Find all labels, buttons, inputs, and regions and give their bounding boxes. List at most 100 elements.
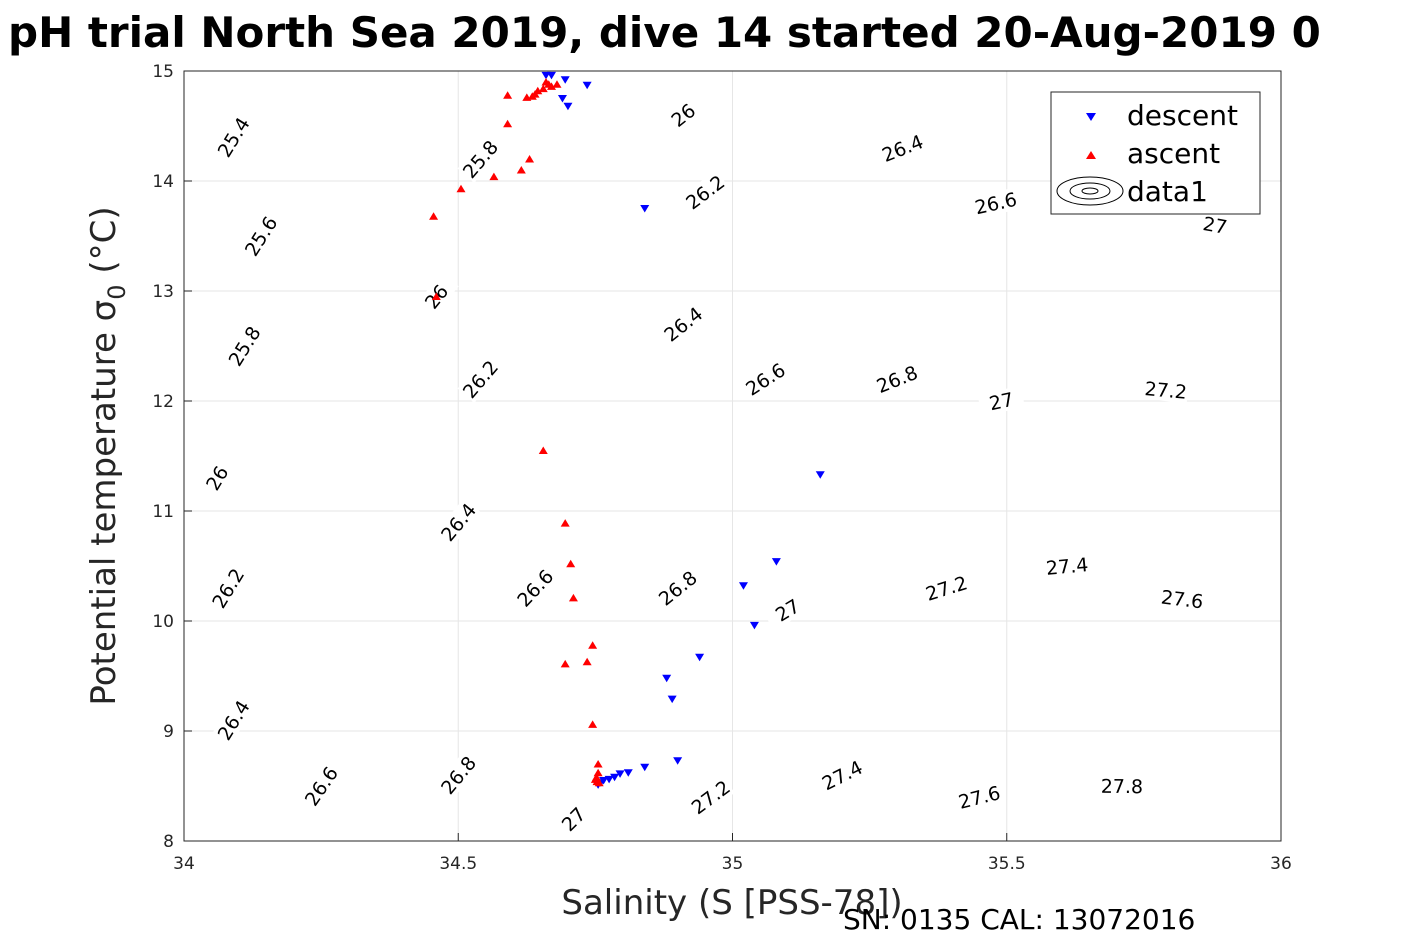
y-tick-label: 8 <box>163 832 174 852</box>
point-descent <box>640 205 650 213</box>
point-ascent <box>552 80 562 88</box>
point-descent <box>557 95 567 103</box>
point-ascent <box>522 93 532 101</box>
contour-label-bg <box>872 360 922 398</box>
x-tick-label: 34.5 <box>439 854 477 874</box>
point-descent <box>673 757 683 765</box>
x-tick-label: 35 <box>722 854 744 874</box>
contour-label-bg <box>659 92 708 138</box>
x-axis-label: Salinity (S [PSS-78]) <box>561 883 902 923</box>
contour-label: 27.2 <box>1144 378 1188 404</box>
y-tick-label: 13 <box>152 282 174 302</box>
contour-label-bg <box>977 385 1026 417</box>
point-ascent <box>503 119 513 128</box>
contour-label-bg <box>680 170 730 215</box>
point-ascent <box>516 166 526 174</box>
contour-label-bg <box>206 563 249 613</box>
y-axis-label-unit: (°C) <box>84 206 124 284</box>
point-ascent <box>594 778 604 787</box>
point-ascent <box>538 446 548 454</box>
contour-label-bg <box>686 775 735 819</box>
point-descent <box>563 102 573 111</box>
contour-label-bg <box>435 498 481 546</box>
contour-label-bg <box>1142 377 1189 403</box>
y-tick-label: 9 <box>163 722 174 742</box>
point-descent <box>546 71 556 80</box>
legend-label-ascent: ascent <box>1127 137 1220 170</box>
x-axis-ticks: 34 34.5 35 35.5 36 <box>173 833 1292 874</box>
point-ascent <box>489 172 499 181</box>
x-tick-label: 34 <box>173 854 195 874</box>
y-axis-ticks: 8 9 10 11 12 13 14 15 <box>152 62 192 852</box>
contour-label-bg <box>955 780 1004 814</box>
point-ascent <box>588 720 598 728</box>
contour-label-bg <box>212 112 255 162</box>
contour-label-bg <box>223 321 266 371</box>
contour-label-bg <box>922 570 971 606</box>
point-descent <box>771 558 781 566</box>
contour-label-bg <box>1044 553 1090 579</box>
point-ascent <box>429 212 439 220</box>
contour-label-bg <box>971 187 1020 219</box>
point-descent <box>815 471 825 479</box>
point-ascent <box>588 641 598 649</box>
point-ascent <box>546 82 556 90</box>
contour-label: 27.8 <box>1101 776 1144 798</box>
footer-note: SN: 0135 CAL: 13072016 <box>843 903 1195 936</box>
point-descent <box>749 621 759 630</box>
point-descent <box>610 773 620 782</box>
point-ascent <box>560 659 570 668</box>
point-descent <box>640 763 650 772</box>
contour-label-bg <box>1159 585 1206 613</box>
contour-label-bg <box>878 129 928 167</box>
point-ascent <box>566 559 576 568</box>
data-points <box>429 71 825 789</box>
contour-label-bg <box>196 453 238 503</box>
contour-label-bg <box>239 211 282 261</box>
contour-label-bg <box>762 589 812 631</box>
legend-label-data1: data1 <box>1127 175 1208 208</box>
contour-label: 27 <box>987 389 1015 416</box>
y-axis-label-main: Potential temperature σ <box>84 300 124 706</box>
contour-label-bg <box>212 695 255 745</box>
point-descent <box>662 674 672 683</box>
y-tick-label: 11 <box>152 502 174 522</box>
point-descent <box>623 769 633 777</box>
point-descent <box>560 76 570 84</box>
point-ascent <box>503 91 513 99</box>
grid <box>183 70 1282 842</box>
contour-label-bg <box>550 795 597 841</box>
point-ascent <box>593 760 603 768</box>
contour-label: 27 <box>1201 213 1229 239</box>
point-ascent <box>568 593 578 602</box>
legend-marker-ascent <box>1086 151 1096 159</box>
point-ascent <box>525 155 535 163</box>
y-axis-label-subscript: 0 <box>103 284 131 299</box>
point-ascent <box>538 84 548 93</box>
point-ascent <box>456 184 466 193</box>
contour-label-bg <box>511 564 559 612</box>
point-descent <box>667 695 677 704</box>
point-descent <box>738 582 748 590</box>
legend-label-descent: descent <box>1127 99 1238 132</box>
point-ascent <box>582 657 592 666</box>
x-tick-label: 36 <box>1270 854 1292 874</box>
contour-label: 27.4 <box>1045 554 1089 580</box>
contour-label-bg <box>659 301 708 347</box>
point-ascent <box>527 92 537 100</box>
contour-label-bg <box>457 135 503 183</box>
point-descent <box>695 653 705 662</box>
y-axis-label: Potential temperature σ0 (°C) <box>84 206 131 705</box>
chart-title: pH trial North Sea 2019, dive 14 started… <box>8 8 1321 57</box>
y-tick-label: 14 <box>152 172 174 192</box>
contour-label-bg <box>1099 774 1145 798</box>
y-tick-label: 15 <box>152 62 174 82</box>
contour-label-bg <box>653 565 702 611</box>
point-ascent <box>431 292 441 300</box>
contour-label-bg <box>457 355 503 403</box>
contour-label-bg <box>435 751 481 799</box>
contour-label-bg <box>299 761 343 811</box>
point-descent <box>615 770 625 778</box>
point-ascent <box>560 519 570 527</box>
